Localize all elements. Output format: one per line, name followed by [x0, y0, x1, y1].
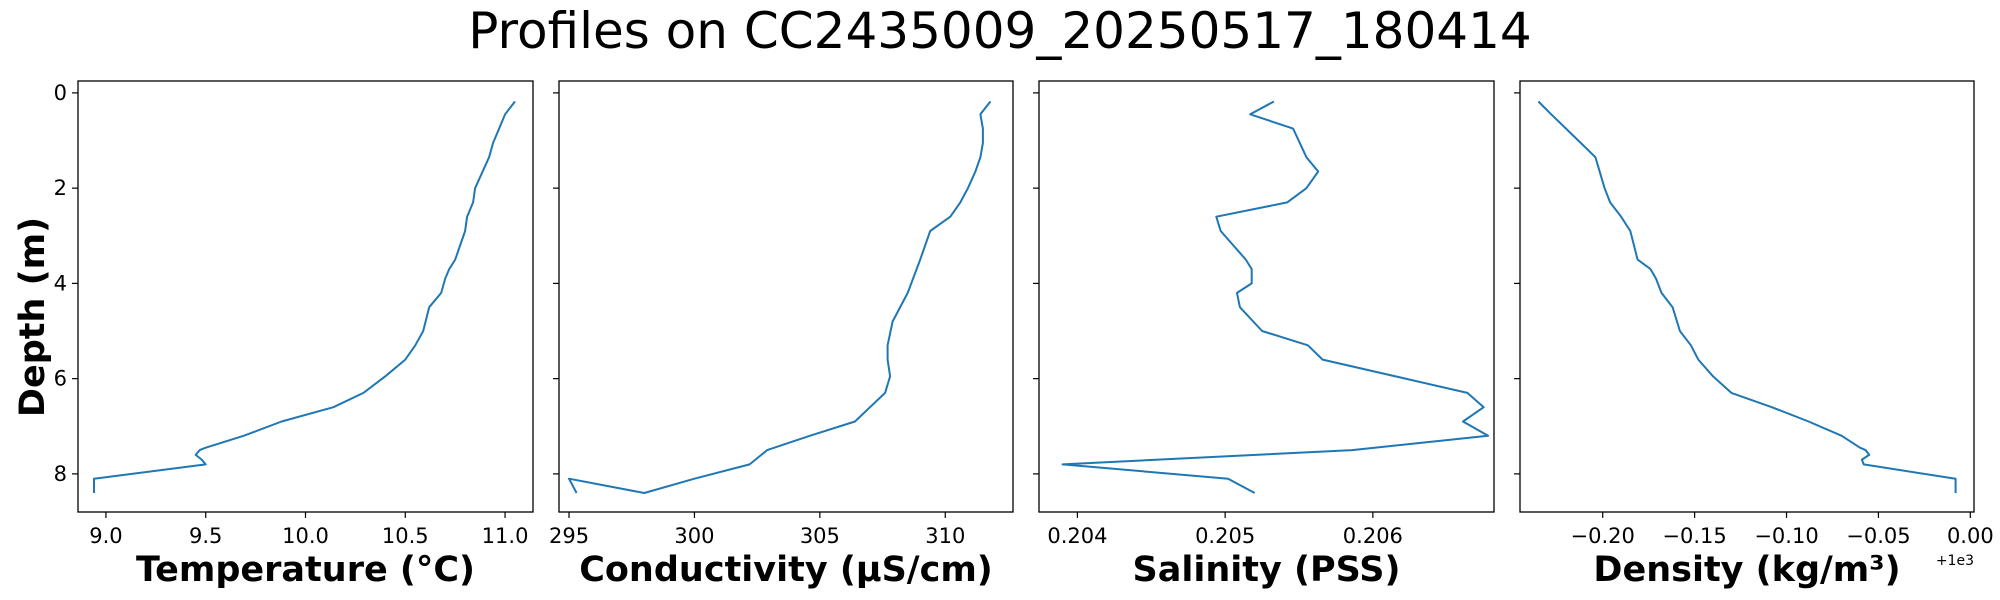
density-axes-frame: [1519, 80, 1975, 513]
temperature-xtick-label: 10.5: [382, 524, 429, 548]
salinity-xtick-label: 0.204: [1047, 524, 1107, 548]
temperature-xtick-label: 11.0: [482, 524, 529, 548]
salinity-axis-label: Salinity (PSS): [1133, 550, 1401, 590]
temperature-xtick-label: 9.5: [189, 524, 222, 548]
depth-tick-label: 2: [54, 176, 67, 200]
density-xtick-label: 0.00: [1947, 524, 1994, 548]
conductivity-xtick-label: 295: [549, 524, 589, 548]
depth-tick-label: 6: [54, 367, 67, 391]
density-xtick-label: −0.20: [1571, 524, 1635, 548]
subplot-density: −0.20 −0.15 −0.10 −0.05 0.00 Density (kg/m³) +…: [1514, 80, 1994, 590]
conductivity-axis-label: Conductivity (μS/cm): [579, 550, 993, 590]
salinity-profile-line: [1061, 100, 1490, 494]
subplot-panels: 0 2 4 6 8 9.0 9.5 10.0 10.5 11.0 Temperature (°C) 2…: [54, 80, 1994, 590]
temperature-xtick-label: 10.0: [282, 524, 329, 548]
figure-title: Profiles on CC2435009_20250517_180414: [468, 2, 1531, 60]
salinity-xtick-label: 0.205: [1195, 524, 1255, 548]
density-profile-line: [1537, 100, 1957, 493]
conductivity-axes-frame: [558, 80, 1014, 513]
salinity-xtick-label: 0.206: [1343, 524, 1403, 548]
salinity-axes-frame: [1038, 80, 1495, 513]
depth-tick-label: 0: [54, 81, 67, 105]
depth-tick-label: 4: [54, 271, 67, 295]
density-offset-label: +1e3: [1936, 553, 1974, 569]
depth-tick-label: 8: [54, 462, 67, 486]
conductivity-xtick-label: 300: [674, 524, 714, 548]
density-xtick-label: −0.05: [1846, 524, 1910, 548]
density-axis-label: Density (kg/m³): [1593, 550, 1900, 590]
temperature-xtick-label: 9.0: [89, 524, 122, 548]
temperature-axes-frame: [77, 80, 534, 513]
y-axis-label: Depth (m): [13, 217, 53, 417]
conductivity-xtick-label: 305: [800, 524, 840, 548]
density-xtick-label: −0.15: [1662, 524, 1726, 548]
conductivity-xtick-label: 310: [925, 524, 965, 548]
conductivity-profile-line: [568, 100, 992, 494]
density-xtick-label: −0.10: [1754, 524, 1818, 548]
subplot-temperature: 0 2 4 6 8 9.0 9.5 10.0 10.5 11.0 Temperature (°C): [54, 80, 534, 590]
temperature-axis-label: Temperature (°C): [136, 550, 475, 590]
temperature-profile-line: [93, 100, 516, 493]
